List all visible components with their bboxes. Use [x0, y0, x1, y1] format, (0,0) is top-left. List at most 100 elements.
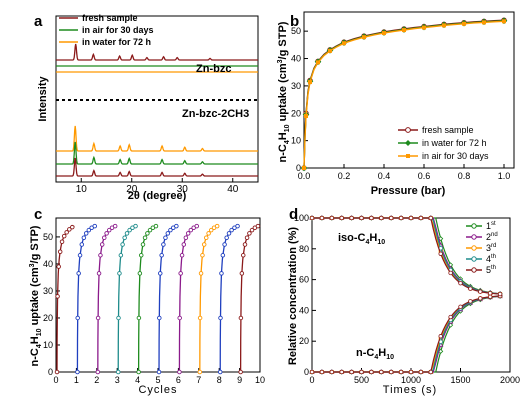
breakthrough-point-4-0-36 [398, 369, 404, 375]
cycle-point-2-15 [102, 235, 107, 240]
x-tick-label-d-0: 0 [309, 375, 314, 385]
breakthrough-iso-3 [312, 217, 501, 295]
x-ticks-a: 10 20 30 40 [76, 178, 239, 195]
cycle-point-0-6 [56, 264, 61, 269]
cycle-point-6-18 [185, 231, 191, 236]
legend-b-label-1: in water for 72 h [422, 138, 487, 148]
cycle-point-2-18 [104, 231, 109, 236]
isotherm-point-2-2 [304, 114, 308, 118]
cycle-line-0 [56, 225, 75, 373]
breakthrough-point-4-1-56 [448, 270, 453, 276]
legend-b-marker-2 [406, 154, 410, 158]
cycle-point-8-9 [220, 253, 226, 258]
cycle-point-3-12 [120, 242, 125, 247]
cycle-point-1-12 [79, 242, 85, 247]
panel-a: a 10 20 30 40 fresh sample in air for 30 day… [34, 13, 259, 202]
breakthrough-iso-2 [312, 217, 501, 295]
cycle-line-5 [158, 225, 177, 373]
cycle-point-8-0 [217, 369, 223, 375]
breakthrough-point-4-1-68 [478, 289, 483, 294]
cycle-point-8-15 [224, 235, 229, 240]
legend-d-marker-0 [471, 223, 477, 229]
breakthrough-n-4 [312, 295, 501, 373]
cycle-point-7-12 [201, 242, 207, 247]
isotherm-point-2-26 [502, 19, 506, 24]
legend-a-label-0: fresh sample [82, 13, 138, 23]
y-tick-label-d-1: 20 [299, 336, 309, 346]
cycle-point-0-24 [70, 224, 75, 230]
cycle-point-0-12 [59, 239, 65, 245]
legend-d-marker-3 [471, 256, 477, 262]
breakthrough-point-4-0-0 [309, 369, 315, 375]
cycle-line-8 [219, 225, 238, 373]
legend-d-label-0: 1st [486, 221, 496, 231]
y-tick-label-b-0: 0 [296, 163, 301, 173]
breakthrough-point-0-1-52 [438, 236, 444, 242]
breakthrough-point-4-1-44 [418, 215, 424, 221]
legend-d-label-4: 5th [486, 265, 496, 275]
breakthrough-point-4-1-36 [398, 215, 404, 221]
cycle-point-4-27 [153, 223, 159, 229]
cycle-line-7 [199, 225, 218, 373]
x-tick-label-b-3: 0.6 [418, 171, 431, 181]
y-axis-label-d: Relative concentration (%) [287, 227, 299, 365]
xrd-pattern-3 [56, 125, 258, 152]
cycle-line-9 [239, 225, 259, 373]
panel-label-d: d [289, 206, 298, 223]
legend-b-label-2: in air for 30 days [422, 151, 489, 161]
x-tick-label-a-3: 40 [227, 184, 239, 195]
cycle-point-2-9 [98, 253, 103, 258]
x-tick-label-b-2: 0.4 [378, 171, 391, 181]
cycle-point-4-15 [142, 235, 148, 240]
legend-d-label-2: 3rd [486, 243, 496, 253]
y-tick-label-d-4: 80 [299, 244, 309, 254]
x-tick-label-c-7: 7 [196, 375, 201, 385]
y-tick-label-d-5: 100 [294, 213, 309, 223]
cycle-point-9-0 [238, 369, 243, 375]
breakthrough-point-4-0-48 [428, 369, 433, 375]
y-tick-label-b-2: 20 [291, 108, 301, 118]
cycle-point-5-21 [168, 227, 173, 233]
cycle-point-4-0 [136, 369, 141, 375]
isotherm-point-2-10 [342, 41, 346, 46]
y-tick-label-b-4: 40 [291, 54, 301, 64]
breakthrough-point-4-0-32 [389, 369, 394, 375]
x-tick-label-c-2: 2 [94, 375, 99, 385]
legend-b-marker-1 [405, 140, 411, 146]
cycle-point-9-15 [244, 235, 250, 240]
breakthrough-point-4-0-68 [478, 296, 483, 301]
cycle-point-3-27 [133, 223, 138, 229]
cycle-series [54, 223, 261, 375]
x-tick-label-c-4: 4 [135, 375, 140, 385]
xrd-patterns [56, 43, 258, 177]
legend-d-marker-2 [471, 245, 477, 251]
breakthrough-point-4-0-56 [448, 314, 453, 320]
breakthrough-point-4-1-40 [408, 215, 414, 221]
cycle-point-0-0 [54, 369, 60, 375]
cycle-point-2-3 [95, 315, 101, 321]
cycle-point-9-3 [238, 315, 244, 321]
breakthrough-point-4-1-4 [319, 215, 325, 221]
breakthrough-point-4-0-16 [349, 369, 354, 375]
cycle-point-3-21 [127, 227, 132, 233]
cycle-point-4-3 [136, 315, 142, 321]
cycle-point-1-21 [86, 227, 92, 233]
xrd-pattern-0 [56, 43, 258, 61]
cycle-point-5-12 [161, 242, 166, 247]
x-tick-label-d-3: 1500 [450, 375, 470, 385]
cycle-line-3 [117, 225, 136, 373]
cycle-point-5-18 [165, 231, 171, 236]
legend-a-label-2: in water for 72 h [82, 37, 151, 47]
cycle-point-7-15 [204, 235, 209, 240]
cycle-point-9-12 [242, 242, 248, 247]
cycle-point-4-9 [139, 253, 144, 258]
cycle-point-0-9 [57, 249, 63, 255]
cycle-point-7-0 [197, 369, 203, 375]
y-tick-label-c-0: 0 [48, 367, 53, 377]
x-tick-label-d-4: 2000 [500, 375, 520, 385]
y-tick-label-c-1: 10 [43, 340, 53, 350]
x-tick-label-a-0: 10 [76, 184, 88, 195]
y-tick-label-c-4: 40 [43, 259, 53, 269]
y-tick-label-c-5: 50 [43, 232, 53, 242]
